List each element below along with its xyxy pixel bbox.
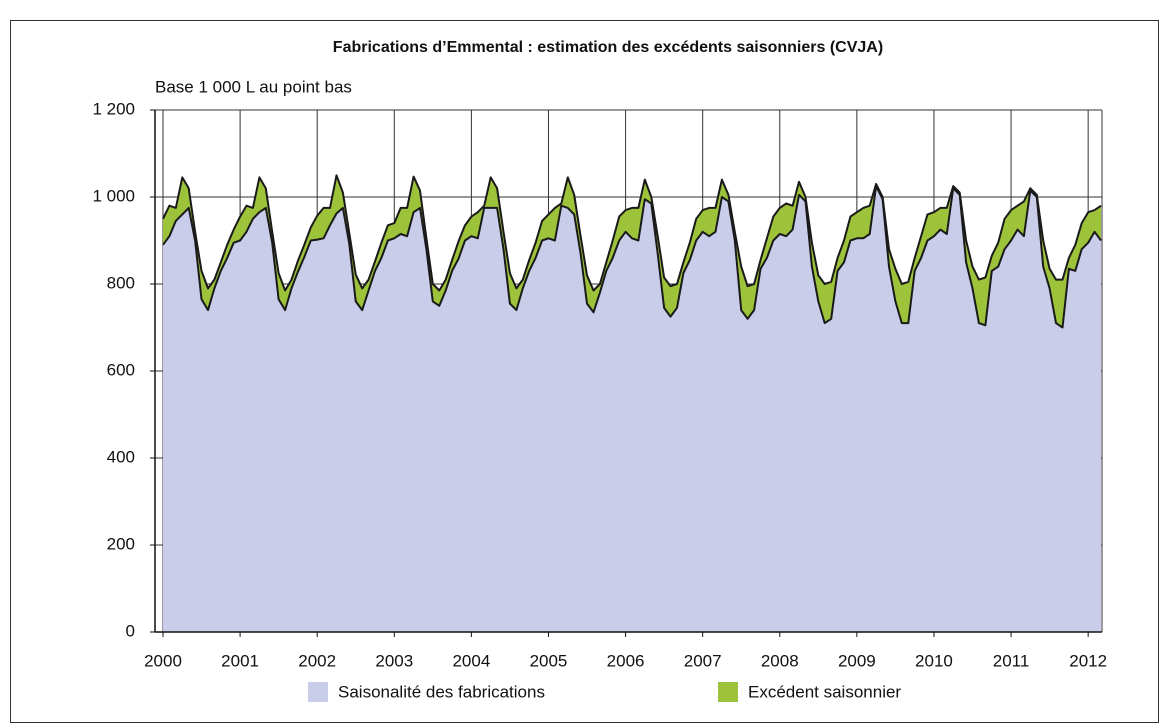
x-tick-label: 2012: [1069, 651, 1107, 670]
x-tick-label: 2002: [298, 651, 336, 670]
y-tick-label: 600: [107, 360, 135, 379]
line: [162, 174, 1102, 292]
x-tick-label: 2004: [452, 651, 490, 670]
legend-swatch: [718, 682, 738, 702]
y-tick-label: 200: [107, 534, 135, 553]
x-tick-label: 2001: [221, 651, 259, 670]
legend-swatch: [308, 682, 328, 702]
x-tick-label: 2003: [375, 651, 413, 670]
x-tick-label: 2006: [607, 651, 645, 670]
y-tick-label: 1 000: [92, 186, 135, 205]
y-tick-label: 800: [107, 273, 135, 292]
area: [163, 186, 1101, 632]
legend-label: Saisonalité des fabrications: [338, 682, 545, 701]
y-tick-label: 1 200: [92, 99, 135, 118]
legend-label: Excédent saisonnier: [748, 682, 901, 701]
x-tick-label: 2008: [761, 651, 799, 670]
x-tick-label: 2000: [144, 651, 182, 670]
y-tick-label: 0: [126, 621, 135, 640]
y-tick-label: 400: [107, 447, 135, 466]
x-tick-label: 2011: [993, 651, 1030, 670]
x-tick-label: 2007: [684, 651, 722, 670]
x-tick-label: 2005: [530, 651, 568, 670]
x-tick-label: 2009: [838, 651, 876, 670]
x-tick-label: 2010: [915, 651, 953, 670]
line: [162, 185, 1102, 329]
chart-title: Fabrications d’Emmental : estimation des…: [333, 39, 883, 56]
y-axis-label: Base 1 000 L au point bas: [155, 77, 352, 96]
area: [163, 175, 1101, 328]
